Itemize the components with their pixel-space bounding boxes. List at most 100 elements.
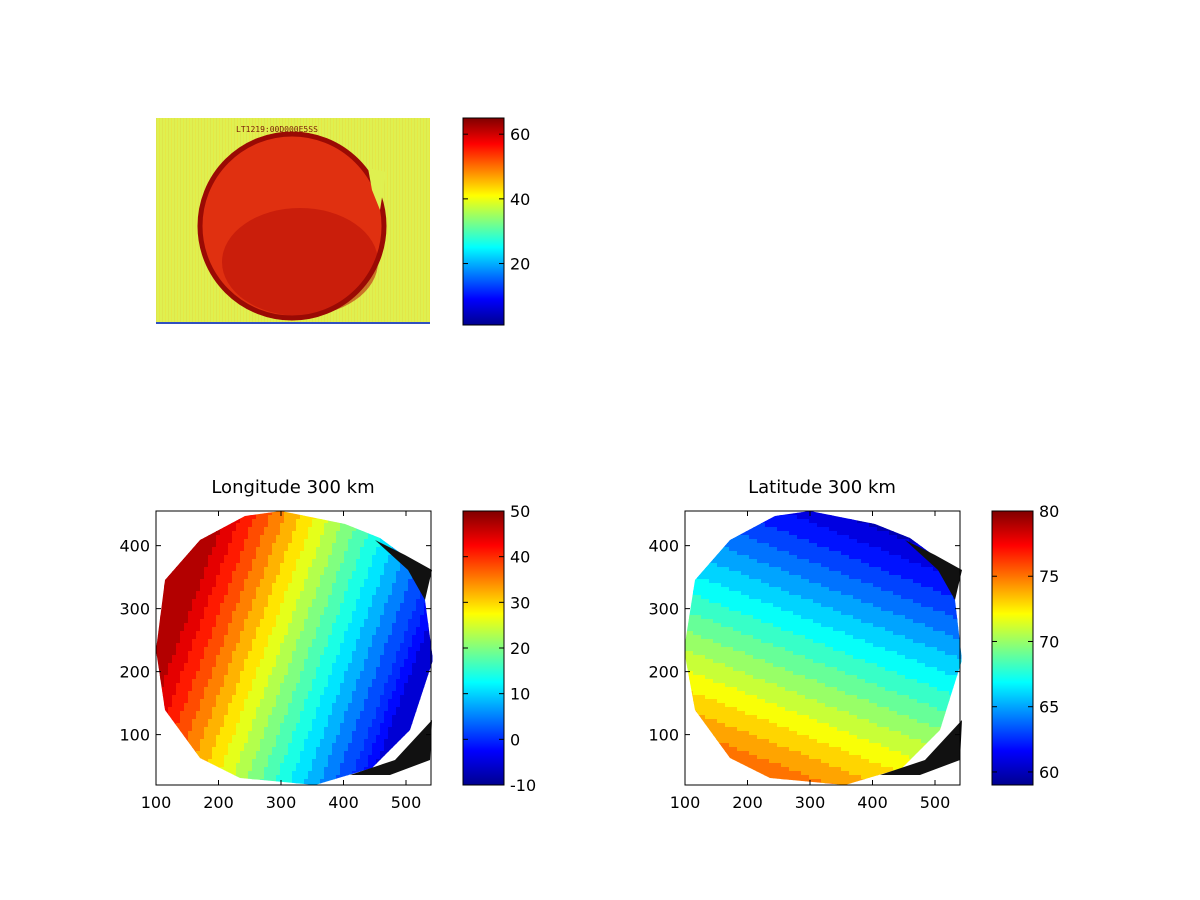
field-cell: [360, 763, 365, 768]
field-cell: [396, 603, 401, 608]
field-cell: [384, 679, 389, 684]
field-cell: [340, 647, 345, 652]
field-cell: [256, 723, 261, 728]
field-cell: [268, 719, 273, 724]
field-cell: [248, 607, 253, 612]
field-cell: [332, 683, 337, 688]
field-cell: [392, 591, 397, 596]
field-cell: [176, 691, 181, 696]
field-cell: [232, 671, 237, 676]
field-cell: [372, 711, 377, 716]
field-cell: [368, 563, 373, 568]
field-cell: [200, 547, 205, 552]
field-cell: [300, 627, 305, 632]
field-cell: [268, 723, 273, 728]
field-cell: [340, 615, 345, 620]
colorbar-tick-label: 60: [510, 125, 530, 144]
field-cell: [384, 647, 389, 652]
field-cell: [328, 651, 333, 656]
field-cell: [216, 579, 221, 584]
field-cell: [192, 695, 197, 700]
field-cell: [228, 599, 233, 604]
field-cell: [388, 619, 393, 624]
field-cell: [180, 727, 185, 732]
field-cell: [180, 683, 185, 688]
field-cell: [336, 703, 341, 708]
field-cell: [280, 543, 285, 548]
field-cell: [244, 775, 249, 780]
field-cell: [384, 699, 389, 704]
field-cell: [356, 703, 361, 708]
field-cell: [300, 615, 305, 620]
field-cell: [308, 695, 313, 700]
field-cell: [320, 639, 325, 644]
field-cell: [352, 767, 357, 772]
field-cell: [292, 639, 297, 644]
field-cell: [192, 659, 197, 664]
field-cell: [388, 703, 393, 708]
field-cell: [400, 647, 405, 652]
field-cell: [380, 715, 385, 720]
field-cell: [392, 731, 397, 736]
field-cell: [344, 591, 349, 596]
field-cell: [384, 615, 389, 620]
field-cell: [396, 627, 401, 632]
field-cell: [204, 687, 209, 692]
field-cell: [176, 631, 181, 636]
field-cell: [308, 735, 313, 740]
field-cell: [304, 587, 309, 592]
field-cell: [280, 627, 285, 632]
field-cell: [364, 535, 369, 540]
field-cell: [324, 683, 329, 688]
field-cell: [408, 647, 413, 652]
field-cell: [196, 619, 201, 624]
field-cell: [324, 671, 329, 676]
field-cell: [188, 583, 193, 588]
field-cell: [400, 599, 405, 604]
field-cell: [328, 591, 333, 596]
field-cell: [196, 735, 201, 740]
field-cell: [236, 547, 241, 552]
field-cell: [408, 703, 413, 708]
field-cell: [400, 735, 405, 740]
field-cell: [232, 571, 237, 576]
field-cell: [276, 719, 281, 724]
field-cell: [380, 555, 385, 560]
field-cell: [156, 647, 161, 652]
field-cell: [276, 551, 281, 556]
field-cell: [336, 547, 341, 552]
field-cell: [372, 691, 377, 696]
field-cell: [276, 707, 281, 712]
field-cell: [188, 611, 193, 616]
field-cell: [360, 579, 365, 584]
field-cell: [352, 759, 357, 764]
field-cell: [264, 643, 269, 648]
field-cell: [348, 639, 353, 644]
field-cell: [356, 711, 361, 716]
field-cell: [200, 627, 205, 632]
field-cell: [328, 727, 333, 732]
field-cell: [224, 559, 229, 564]
field-cell: [288, 679, 293, 684]
field-cell: [244, 623, 249, 628]
field-cell: [288, 675, 293, 680]
field-cell: [192, 571, 197, 576]
field-cell: [288, 635, 293, 640]
field-cell: [300, 747, 305, 752]
field-cell: [284, 743, 289, 748]
field-cell: [204, 743, 209, 748]
field-cell: [308, 707, 313, 712]
field-cell: [288, 751, 293, 756]
field-cell: [284, 719, 289, 724]
field-cell: [296, 567, 301, 572]
field-cell: [288, 707, 293, 712]
field-cell: [272, 547, 277, 552]
field-cell: [264, 611, 269, 616]
field-cell: [224, 555, 229, 560]
field-cell: [372, 571, 377, 576]
field-cell: [256, 739, 261, 744]
field-cell: [176, 711, 181, 716]
field-cell: [400, 563, 405, 568]
field-cell: [164, 639, 169, 644]
field-cell: [232, 667, 237, 672]
